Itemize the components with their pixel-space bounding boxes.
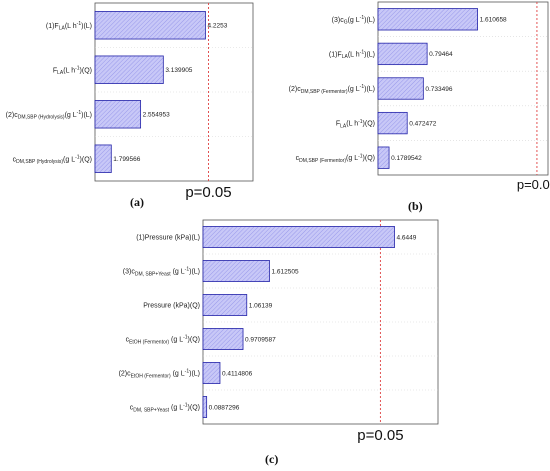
pareto-chart-c: p=0.05 4.6449 (1)Pressure (kPa)(L) 1.612505… — [119, 219, 439, 444]
value-label: 0.9709587 — [245, 336, 276, 343]
category-label: cDM, SBP+Yeast (g L-1)(Q) — [130, 403, 200, 414]
value-label: 0.0887296 — [209, 404, 240, 411]
bar — [202, 260, 270, 282]
category-label: (3)cDM, SBP+Yeast (g L-1)(L) — [123, 267, 200, 278]
bar — [94, 55, 164, 84]
bar — [94, 100, 142, 129]
threshold-label: p=0.05 — [517, 177, 550, 192]
pareto-chart-b: p=0.05 1.610658 (3)cG(g L-1)(L) 0.79464 (1)F… — [289, 1, 550, 192]
bar — [377, 42, 428, 66]
category-label: (2)cEtOH (Fermentor) (g L-1)(L) — [119, 369, 200, 380]
category-label: (1)FLA(L h-1)(L) — [46, 21, 92, 32]
panel-label-b: (b) — [408, 199, 423, 213]
category-label: FLA(L h-1)(Q) — [336, 119, 375, 130]
bar — [202, 294, 248, 316]
value-label: 2.554953 — [143, 112, 170, 119]
threshold-label: p=0.05 — [357, 427, 403, 444]
bar — [377, 146, 390, 169]
category-label: (2)cDM,SBP (Fermentor)(g L-1)(L) — [289, 84, 375, 95]
value-label: 0.79464 — [429, 51, 453, 58]
bar — [202, 226, 395, 248]
value-label: 1.799566 — [113, 156, 140, 163]
bar — [202, 396, 208, 418]
value-label: 4.6449 — [397, 234, 417, 241]
value-label: 4.2253 — [207, 23, 227, 30]
category-label: cEtOH (Fermentor) (g L-1)(Q) — [126, 335, 200, 346]
category-label: cDM,SBP (Fermentor)(g L-1)(Q) — [296, 153, 375, 164]
category-label: cDM,SBP (Hydrolysis)(g L-1)(Q) — [13, 154, 92, 165]
pareto-chart-a: p=0.05 4.2253 (1)FLA(L h-1)(L) 3.139905 FLA(… — [6, 2, 254, 201]
bar — [94, 11, 206, 40]
panel-label-c: (c) — [265, 452, 279, 466]
value-label: 3.139905 — [165, 67, 192, 74]
bar — [377, 111, 408, 135]
value-label: 0.733496 — [425, 86, 452, 93]
category-label: (3)cG(g L-1)(L) — [332, 15, 375, 26]
bar — [94, 144, 112, 173]
value-label: 0.472472 — [409, 120, 436, 127]
value-label: 1.610658 — [480, 17, 507, 24]
threshold-label: p=0.05 — [185, 184, 231, 201]
panel-label-a: (a) — [130, 195, 144, 209]
category-label: (2)cDM,SBP (Hydrolysis)(g L-1)(L) — [6, 110, 92, 121]
category-label: Pressure (kPa)(Q) — [143, 303, 200, 310]
bar — [377, 77, 424, 100]
category-label: (1)Pressure (kPa)(L) — [136, 235, 200, 242]
bar — [202, 328, 244, 350]
category-label: FLA(L h-1)(Q) — [53, 65, 92, 76]
value-label: 0.1789542 — [391, 155, 422, 162]
value-label: 1.06139 — [249, 302, 273, 309]
category-label: (1)FLA(L h-1)(L) — [329, 50, 375, 61]
value-label: 0.4114806 — [222, 370, 253, 377]
bar — [202, 362, 221, 384]
value-label: 1.612505 — [271, 268, 298, 275]
bar — [377, 8, 478, 31]
